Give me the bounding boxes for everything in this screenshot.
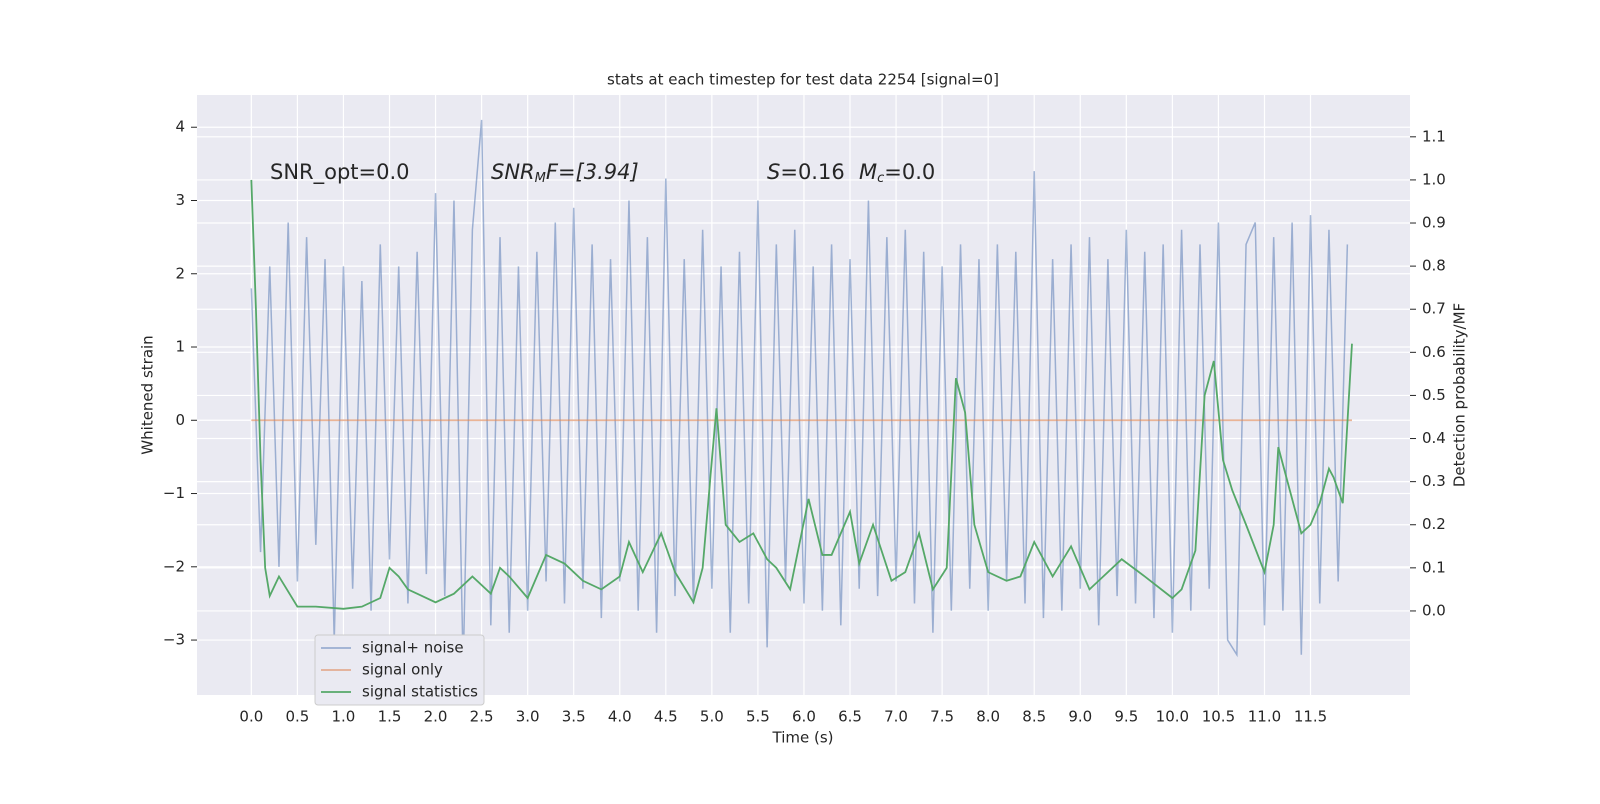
x-tick-label: 2.5 xyxy=(470,708,494,726)
annotation-sub: c xyxy=(877,171,884,186)
y2-tick-label: 0.7 xyxy=(1422,300,1446,318)
annotation-part: F=[3.94] xyxy=(546,160,639,184)
x-tick-label: 9.5 xyxy=(1114,708,1138,726)
x-tick-label: 11.0 xyxy=(1248,708,1281,726)
y-tick-label: 2 xyxy=(175,264,185,282)
x-tick-label: 0.0 xyxy=(239,708,263,726)
y-tick-label: 1 xyxy=(175,338,185,356)
x-tick-label: 0.5 xyxy=(285,708,309,726)
annotation-part: =0.16 xyxy=(780,160,844,184)
y2-tick-label: 0.2 xyxy=(1422,515,1446,533)
legend-label: signal only xyxy=(362,661,443,679)
y2-tick-label: 0.8 xyxy=(1422,257,1446,275)
y2-tick-label: 0.0 xyxy=(1422,601,1446,619)
chart-title: stats at each timestep for test data 225… xyxy=(607,71,999,89)
x-tick-label: 9.0 xyxy=(1068,708,1092,726)
x-tick-label: 7.0 xyxy=(884,708,908,726)
x-tick-label: 10.5 xyxy=(1202,708,1235,726)
annotation: S=0.16 xyxy=(767,160,845,184)
annotation-part: M xyxy=(859,160,877,184)
series-line xyxy=(250,119,1349,670)
x-tick-label: 8.5 xyxy=(1022,708,1046,726)
x-tick-label: 2.0 xyxy=(424,708,448,726)
legend-label: signal+ noise xyxy=(362,639,464,657)
y2-tick-label: 0.4 xyxy=(1422,429,1446,447)
x-tick-label: 5.0 xyxy=(700,708,724,726)
y2-tick-label: 0.5 xyxy=(1422,386,1446,404)
x-tick-label: 10.0 xyxy=(1156,708,1189,726)
marks xyxy=(250,119,1353,670)
x-tick-label: 4.5 xyxy=(654,708,678,726)
x-tick-label: 1.0 xyxy=(332,708,356,726)
y-tick-label: −3 xyxy=(163,631,185,649)
y2-tick-label: 1.1 xyxy=(1422,127,1446,145)
legend: signal+ noise signal only signal statistic… xyxy=(314,634,485,706)
legend-box xyxy=(314,634,485,706)
series-line xyxy=(250,179,1353,610)
x-tick-label: 6.5 xyxy=(838,708,862,726)
x-tick-label: 8.0 xyxy=(976,708,1000,726)
annotation: Mc=0.0 xyxy=(859,160,935,186)
y2-tick-label: 0.3 xyxy=(1422,472,1446,490)
annotation-part: =0.0 xyxy=(884,160,935,184)
y-tick-label: 4 xyxy=(175,118,185,136)
y-tick-label: 0 xyxy=(175,411,185,429)
y2-axis-label: Detection probability/MF xyxy=(1451,303,1469,487)
x-tick-label: 3.5 xyxy=(562,708,586,726)
annotation: SNR_opt=0.0 xyxy=(270,160,410,185)
y2-tick-label: 1.0 xyxy=(1422,170,1446,188)
y-tick-label: −1 xyxy=(163,484,185,502)
y2-tick-label: 0.1 xyxy=(1422,558,1446,576)
x-tick-label: 3.0 xyxy=(516,708,540,726)
y2-tick-label: 0.9 xyxy=(1422,214,1446,232)
annotation-sub: M xyxy=(535,171,546,186)
annotation-part: S xyxy=(767,160,780,184)
annotation: SNRMF=[3.94] xyxy=(491,160,639,186)
x-tick-label: 7.5 xyxy=(930,708,954,726)
x-axis-label: Time (s) xyxy=(772,729,834,747)
x-tick-label: 4.0 xyxy=(608,708,632,726)
x-tick-label: 5.5 xyxy=(746,708,770,726)
y-tick-label: −2 xyxy=(163,557,185,575)
annotation-part: SNR xyxy=(491,160,535,184)
legend-label: signal statistics xyxy=(362,683,478,701)
x-tick-label: 11.5 xyxy=(1294,708,1327,726)
x-tick-label: 6.0 xyxy=(792,708,816,726)
y-tick-label: 3 xyxy=(175,191,185,209)
x-tick-label: 1.5 xyxy=(378,708,402,726)
y2-tick-label: 0.6 xyxy=(1422,343,1446,361)
y-axis-label: Whitened strain xyxy=(139,335,157,454)
